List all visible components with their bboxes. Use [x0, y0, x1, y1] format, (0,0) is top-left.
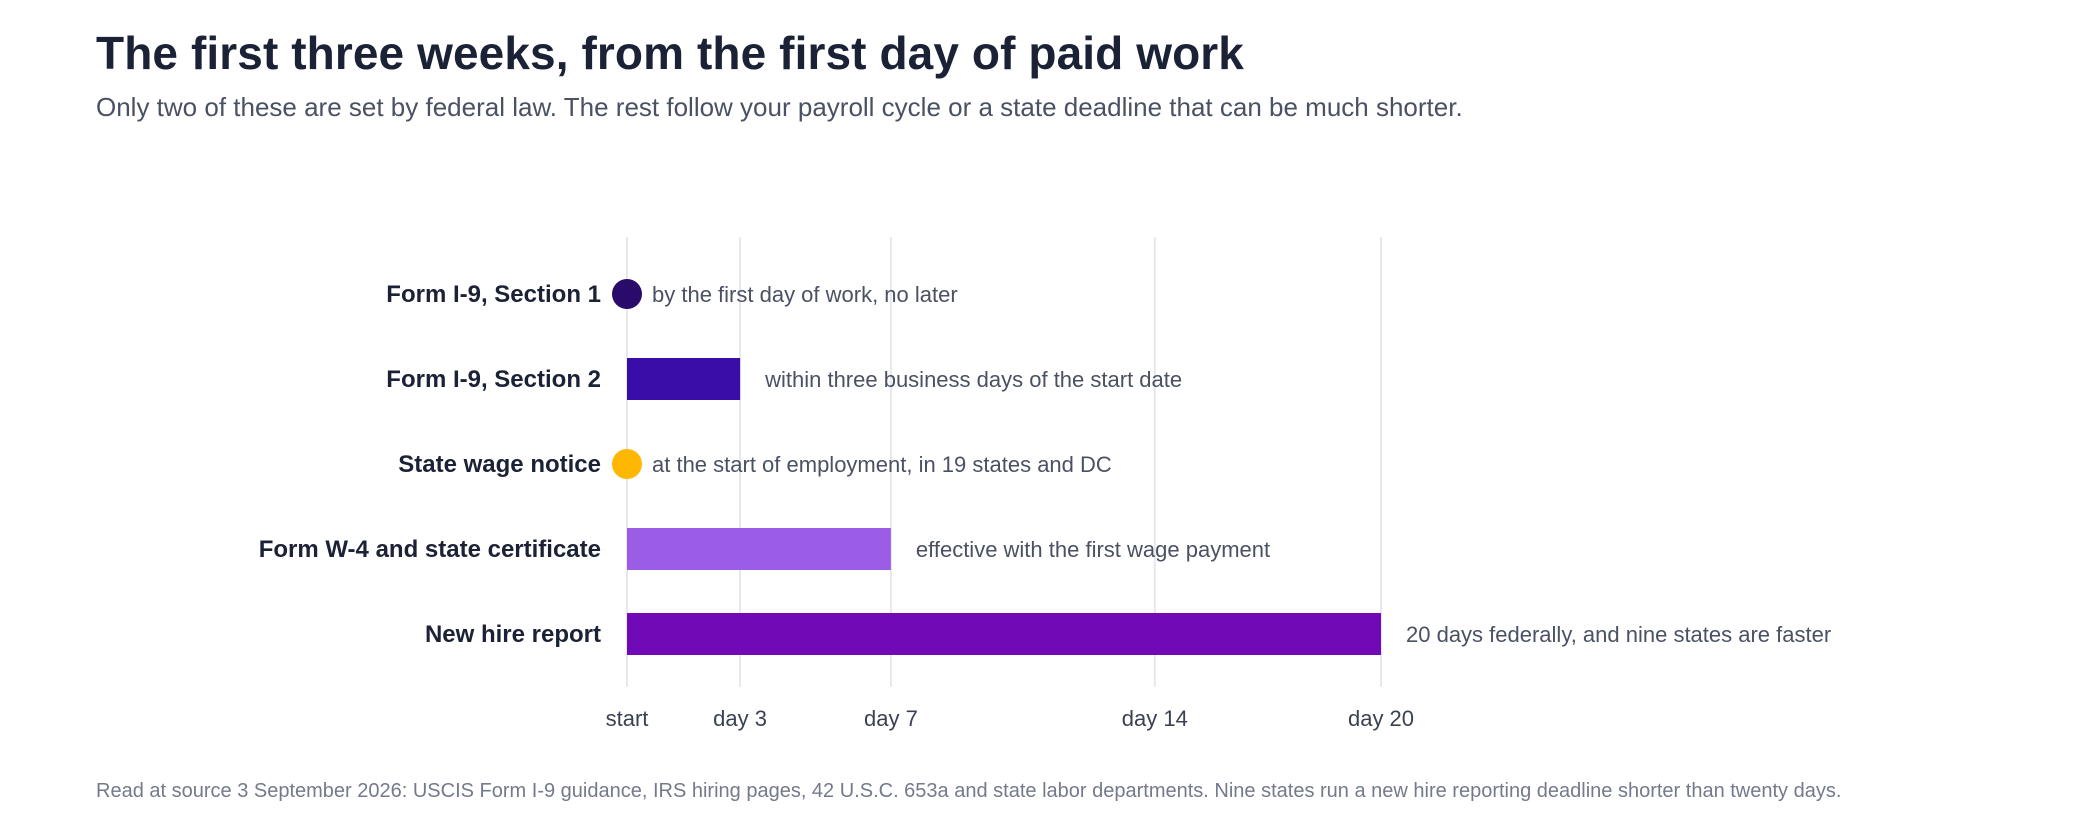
x-tick-label: day 7 — [864, 706, 918, 731]
source-note: Read at source 3 September 2026: USCIS F… — [96, 780, 1842, 802]
deadline-dot — [612, 279, 642, 309]
x-axis-ticks: start day 3 day 7 day 14 day 20 — [606, 706, 1414, 731]
deadline-bar — [627, 613, 1381, 655]
row-label: Form I-9, Section 2 — [386, 366, 601, 393]
deadline-bar — [627, 528, 891, 570]
deadline-bar — [627, 358, 741, 400]
chart-title: The first three weeks, from the first da… — [96, 27, 1244, 79]
x-tick-label: start — [606, 706, 649, 731]
row-annotation: 20 days federally, and nine states are f… — [1406, 622, 1831, 647]
row-annotation: by the first day of work, no later — [652, 282, 958, 307]
row-annotation: at the start of employment, in 19 states… — [652, 452, 1112, 477]
chart-subtitle: Only two of these are set by federal law… — [96, 92, 1463, 122]
row-annotation: effective with the first wage payment — [916, 537, 1270, 562]
row-annotation: within three business days of the start … — [764, 367, 1182, 392]
row-label: State wage notice — [398, 451, 601, 478]
row-labels: Form I-9, Section 1 Form I-9, Section 2 St… — [259, 281, 601, 648]
row-label: New hire report — [425, 621, 601, 648]
x-tick-label: day 20 — [1348, 706, 1414, 731]
x-tick-label: day 3 — [713, 706, 767, 731]
timeline-chart: by the first day of work, no later within… — [259, 237, 1831, 731]
timeline-marks: by the first day of work, no later within… — [612, 279, 1831, 655]
x-tick-label: day 14 — [1122, 706, 1188, 731]
deadline-dot — [612, 449, 642, 479]
row-label: Form W-4 and state certificate — [259, 536, 601, 563]
row-label: Form I-9, Section 1 — [386, 281, 601, 308]
